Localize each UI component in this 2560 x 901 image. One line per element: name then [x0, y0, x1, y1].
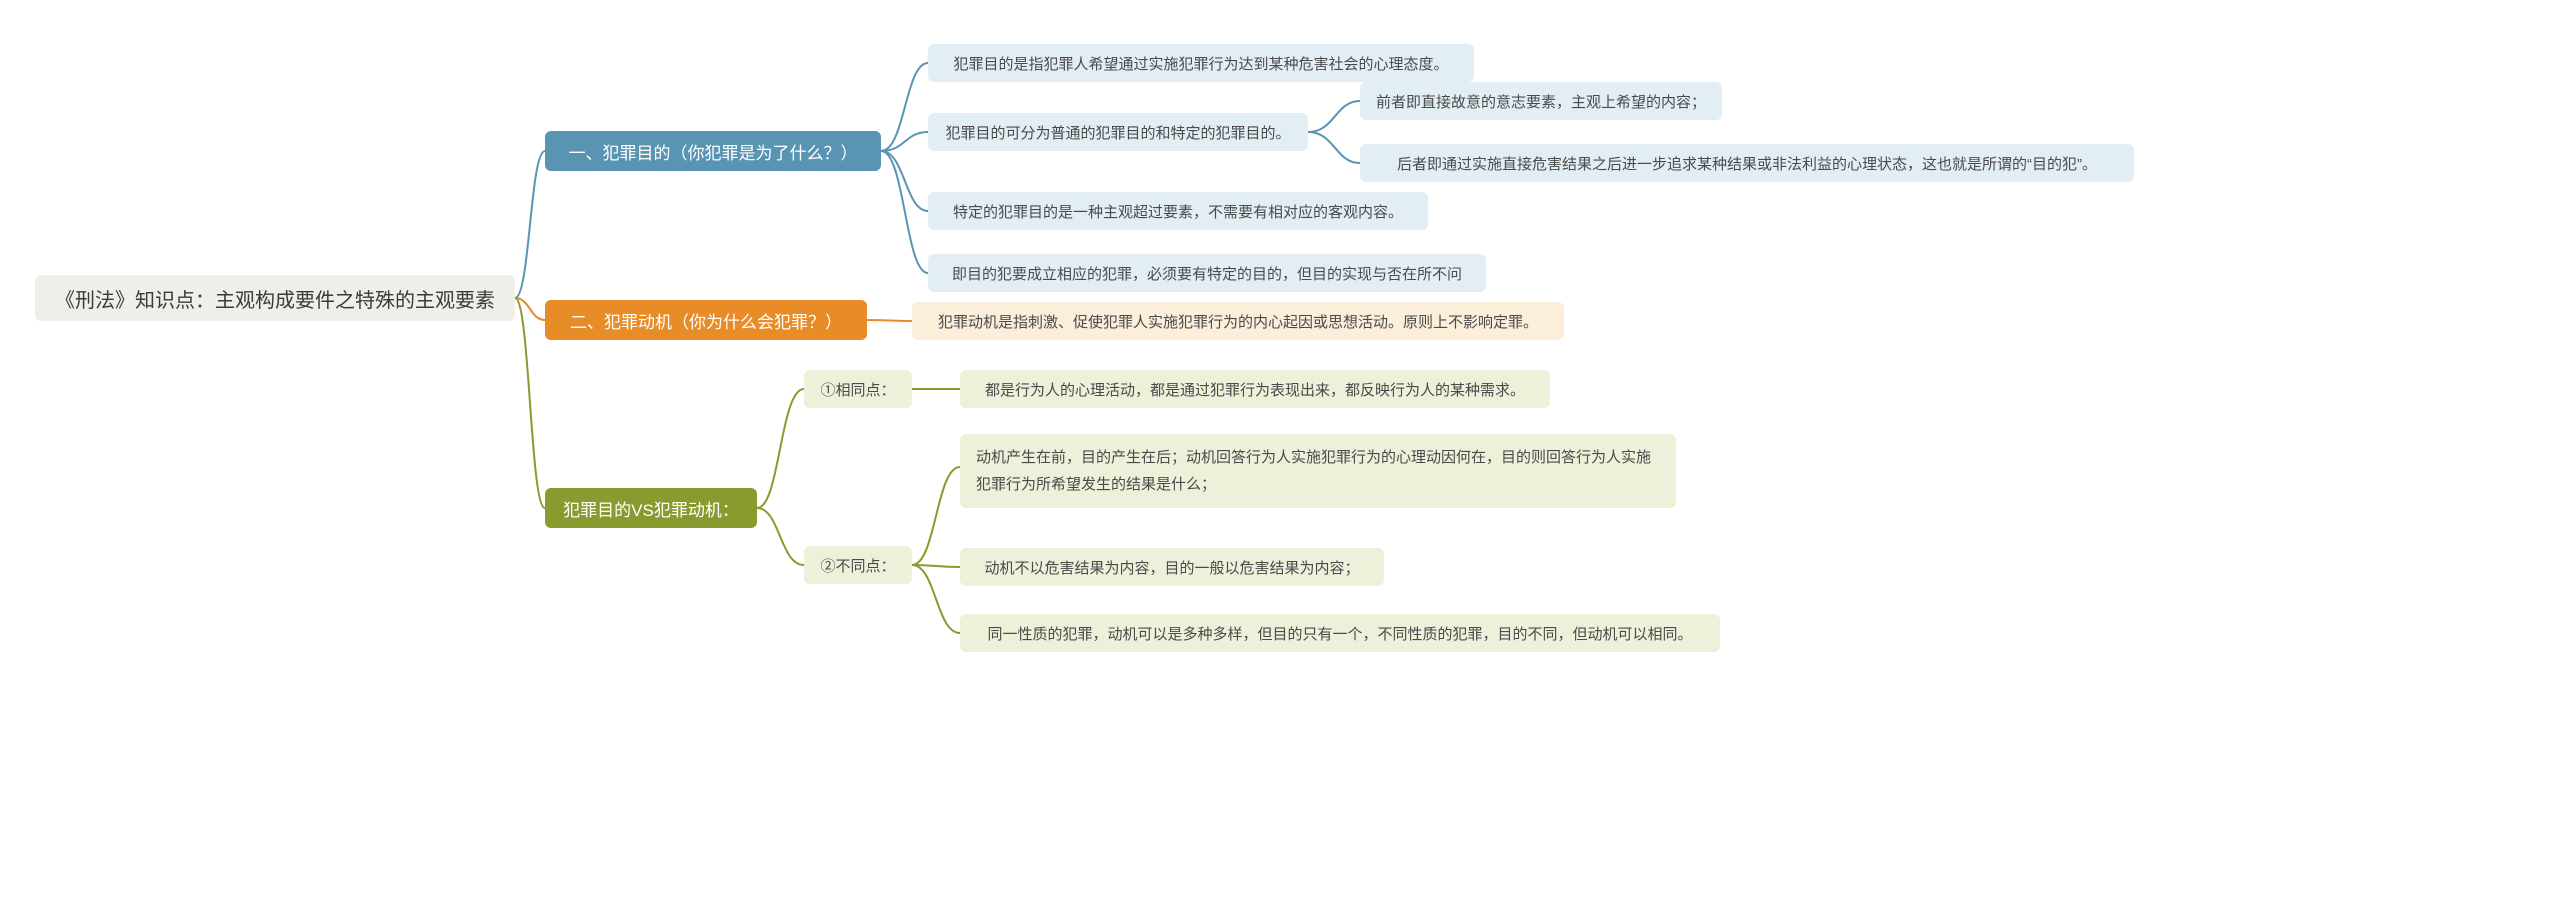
leaf-purpose-def[interactable]: 犯罪目的是指犯罪人希望通过实施犯罪行为达到某种危害社会的心理态度。	[928, 44, 1474, 82]
branch-motive[interactable]: 二、犯罪动机（你为什么会犯罪？）	[545, 300, 867, 340]
leaf-motive-def[interactable]: 犯罪动机是指刺激、促使犯罪人实施犯罪行为的内心起因或思想活动。原则上不影响定罪。	[912, 302, 1564, 340]
leaf-purpose-type2[interactable]: 后者即通过实施直接危害结果之后进一步追求某种结果或非法利益的心理状态，这也就是所…	[1360, 144, 2134, 182]
branch-compare[interactable]: 犯罪目的VS犯罪动机：	[545, 488, 757, 528]
leaf-purpose-special[interactable]: 特定的犯罪目的是一种主观超过要素，不需要有相对应的客观内容。	[928, 192, 1428, 230]
leaf-same-detail[interactable]: 都是行为人的心理活动，都是通过犯罪行为表现出来，都反映行为人的某种需求。	[960, 370, 1550, 408]
leaf-diff[interactable]: ②不同点：	[804, 546, 912, 584]
leaf-purpose-type1[interactable]: 前者即直接故意的意志要素，主观上希望的内容；	[1360, 82, 1722, 120]
branch-purpose[interactable]: 一、犯罪目的（你犯罪是为了什么？）	[545, 131, 881, 171]
leaf-diff-1[interactable]: 动机产生在前，目的产生在后；动机回答行为人实施犯罪行为的心理动因何在，目的则回答…	[960, 434, 1676, 508]
leaf-diff-3[interactable]: 同一性质的犯罪，动机可以是多种多样，但目的只有一个，不同性质的犯罪，目的不同，但…	[960, 614, 1720, 652]
leaf-diff-2[interactable]: 动机不以危害结果为内容，目的一般以危害结果为内容；	[960, 548, 1384, 586]
leaf-same[interactable]: ①相同点：	[804, 370, 912, 408]
mindmap-canvas: 《刑法》知识点：主观构成要件之特殊的主观要素 一、犯罪目的（你犯罪是为了什么？）…	[0, 0, 2560, 901]
root-node[interactable]: 《刑法》知识点：主观构成要件之特殊的主观要素	[35, 275, 515, 321]
leaf-purpose-crime[interactable]: 即目的犯要成立相应的犯罪，必须要有特定的目的，但目的实现与否在所不问	[928, 254, 1486, 292]
leaf-purpose-types[interactable]: 犯罪目的可分为普通的犯罪目的和特定的犯罪目的。	[928, 113, 1308, 151]
